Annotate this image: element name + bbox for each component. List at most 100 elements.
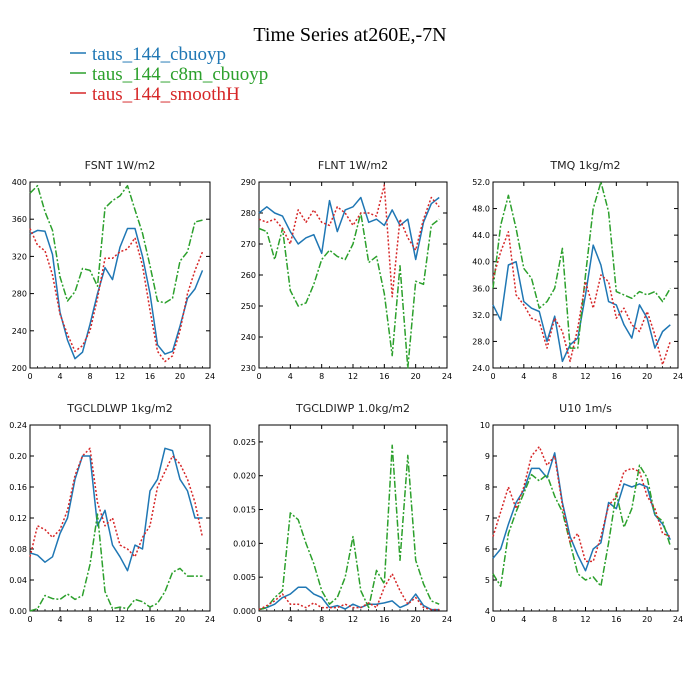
chart-panel: TGCLDLWP 1kg/m2 0 4 8 12 16 20 24 0.00 0.04 0.08 0.… (9, 402, 215, 624)
plot-frame (29, 424, 211, 612)
x-tick-label: 12 (115, 615, 125, 624)
x-tick-label: 8 (87, 372, 92, 381)
x-tick-label: 8 (552, 615, 557, 624)
x-tick-label: 0 (490, 372, 495, 381)
y-tick-label: 0.020 (233, 472, 256, 481)
panel-title: FSNT 1W/m2 (85, 159, 156, 172)
x-tick-label: 12 (348, 372, 358, 381)
x-tick-label: 12 (580, 615, 590, 624)
y-tick-label: 400 (12, 178, 27, 187)
series-line (29, 228, 204, 363)
x-tick-label: 24 (673, 372, 683, 381)
x-tick-label: 20 (642, 372, 652, 381)
series-line (258, 573, 440, 611)
y-tick-label: 320 (12, 252, 27, 261)
y-tick-label: 0.12 (9, 514, 27, 523)
series-line (258, 196, 440, 261)
series-line (29, 184, 203, 304)
panel-title: TMQ 1kg/m2 (549, 159, 620, 172)
chart-panels: FSNT 1W/m20 4 8 12 16 20 24200240280320360400F… (9, 159, 683, 624)
chart-panel: FSNT 1W/m2 0 4 8 12 16 20 24 200 240 280 320 360 400 (12, 159, 215, 381)
x-tick-label: 24 (205, 615, 215, 624)
y-tick-label: 7 (485, 514, 490, 523)
x-tick-label: 12 (115, 372, 125, 381)
x-tick-label: 8 (87, 615, 92, 624)
x-tick-label: 24 (205, 372, 215, 381)
y-tick-label: 0.20 (9, 452, 27, 461)
y-tick-label: 5 (485, 576, 490, 585)
x-tick-label: 20 (642, 615, 652, 624)
panel-title: FLNT 1W/m2 (318, 159, 388, 172)
y-tick-label: 0.005 (233, 573, 256, 582)
y-tick-label: 360 (12, 215, 27, 224)
x-tick-label: 4 (57, 615, 62, 624)
series-line (492, 181, 671, 349)
x-tick-label: 0 (27, 615, 32, 624)
y-tick-label: 290 (241, 178, 256, 187)
series-line (492, 452, 671, 572)
x-tick-label: 16 (611, 615, 621, 624)
y-tick-label: 0.000 (233, 607, 256, 616)
y-tick-label: 280 (12, 290, 27, 299)
plot-frame (492, 424, 679, 612)
y-tick-label: 10 (480, 421, 490, 430)
series-line (258, 212, 440, 369)
series-line (492, 445, 671, 563)
legend-label: taus_144_smoothH (92, 84, 240, 105)
x-tick-label: 8 (552, 372, 557, 381)
series-line (29, 513, 203, 612)
x-tick-label: 4 (288, 615, 293, 624)
series-line (29, 447, 204, 558)
legend-label: taus_144_c8m_cbuoyp (92, 64, 268, 85)
y-tick-label: 0.025 (233, 438, 256, 447)
x-tick-label: 4 (57, 372, 62, 381)
x-tick-label: 0 (490, 615, 495, 624)
y-tick-label: 8 (485, 483, 490, 492)
y-tick-label: 40.0 (472, 258, 490, 267)
y-tick-label: 0.16 (9, 483, 27, 492)
chart-panel: TMQ 1kg/m2 0 4 8 12 16 20 24 24.0 28.0 32.0 36.0 40.… (472, 159, 683, 381)
y-tick-label: 0.010 (233, 539, 256, 548)
y-tick-label: 0.08 (9, 545, 27, 554)
panel-title: U10 1m/s (559, 402, 612, 415)
figure-title: Time Series at260E,-7N (253, 24, 446, 46)
y-tick-label: 9 (485, 452, 490, 461)
y-tick-label: 0.00 (9, 607, 27, 616)
x-tick-label: 20 (175, 615, 185, 624)
x-tick-label: 16 (379, 372, 389, 381)
legend: taus_144_cbuoyptaus_144_c8m_cbuoyptaus_1… (70, 44, 268, 105)
x-tick-label: 12 (580, 372, 590, 381)
chart-panel: FLNT 1W/m2 0 4 8 12 16 20 24 230 240 250 260 270 280 2… (241, 159, 452, 381)
y-tick-label: 48.0 (472, 205, 490, 214)
series-line (258, 444, 440, 611)
y-tick-label: 0.24 (9, 421, 27, 430)
y-tick-label: 250 (241, 302, 256, 311)
y-tick-label: 260 (241, 271, 256, 280)
series-line (29, 227, 204, 360)
plot-frame (258, 424, 448, 612)
y-tick-label: 6 (485, 545, 490, 554)
y-tick-label: 52.0 (472, 178, 490, 187)
x-tick-label: 16 (379, 615, 389, 624)
x-tick-label: 20 (411, 372, 421, 381)
x-tick-label: 16 (145, 372, 155, 381)
y-tick-label: 200 (12, 364, 27, 373)
x-tick-label: 8 (319, 615, 324, 624)
panel-title: TGCLDIWP 1.0kg/m2 (295, 402, 410, 415)
y-tick-label: 24.0 (472, 364, 490, 373)
series-line (492, 464, 672, 587)
x-tick-label: 0 (27, 372, 32, 381)
x-tick-label: 24 (442, 615, 452, 624)
x-tick-label: 24 (673, 615, 683, 624)
x-tick-label: 0 (256, 615, 261, 624)
x-tick-label: 4 (288, 372, 293, 381)
y-tick-label: 280 (241, 209, 256, 218)
y-tick-label: 32.0 (472, 311, 490, 320)
y-tick-label: 240 (241, 333, 256, 342)
x-tick-label: 20 (411, 615, 421, 624)
x-tick-label: 20 (175, 372, 185, 381)
y-tick-label: 0.015 (233, 506, 256, 515)
x-tick-label: 16 (145, 615, 155, 624)
